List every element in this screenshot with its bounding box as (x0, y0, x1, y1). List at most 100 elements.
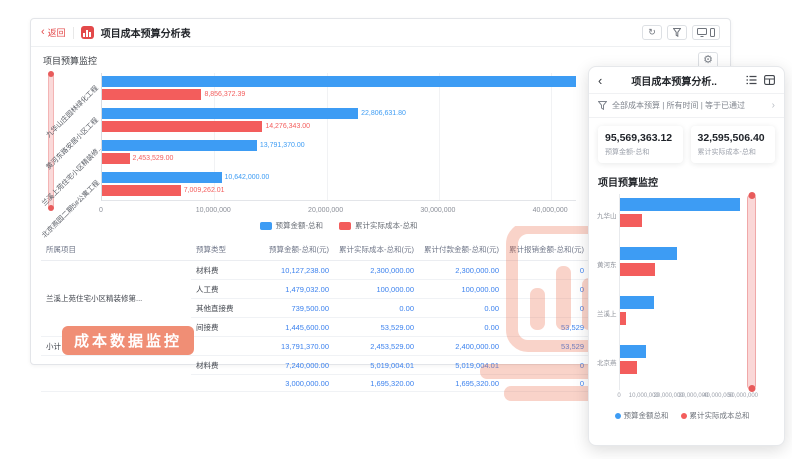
bar-group: 10,642,000.00 7,009,262.01 (102, 172, 576, 198)
budget-amount-cell: 7,240,000.00 (264, 355, 334, 375)
mobile-chart-legend: 预算金额总和 累计实际成本总和 (597, 410, 767, 421)
legend-label: 预算金额总和 (623, 411, 669, 420)
budget-type-cell (191, 336, 264, 356)
mobile-filter-text: 全部成本预算 | 所有时间 | 等于已通过 (612, 101, 746, 110)
budget-amount-cell: 1,445,600.00 (264, 317, 334, 337)
axis-tick-label: 30,000,000 (420, 207, 456, 214)
actual-cost-cell: 1,695,320.00 (334, 374, 419, 392)
budget-amount-cell: 739,500.00 (264, 298, 334, 318)
actual-cost-bar (620, 361, 638, 374)
cost-monitor-badge: 成本数据监控 (62, 326, 195, 355)
gear-icon: ⚙ (703, 54, 713, 66)
legend-swatch (259, 221, 272, 230)
toolbar: ↻ (642, 25, 720, 40)
legend-item[interactable]: 累计实际成本总和 (680, 410, 750, 421)
budget-type-cell: 人工费 (191, 279, 264, 299)
category-label: 北京燕.. (597, 360, 617, 367)
budget-bar (620, 198, 740, 211)
axis-tick-label: 40,000,000 (532, 207, 568, 214)
payment-amount-cell: 0.00 (419, 298, 504, 318)
axis-tick-label: 50,000,000 (727, 393, 759, 399)
actual-cost-cell: 2,300,000.00 (334, 260, 419, 280)
budget-amount-cell: 10,127,238.00 (264, 260, 334, 280)
budget-amount-cell: 13,791,370.00 (264, 336, 334, 356)
reimburse-amount-cell: 0 (504, 355, 589, 375)
column-header: 预算类型 (191, 239, 264, 261)
refresh-button[interactable]: ↻ (642, 25, 662, 40)
actual-cost-bar (102, 121, 263, 132)
axis-tick-label: 20,000,000 (308, 207, 344, 214)
back-arrow-icon: ‹ (41, 26, 45, 38)
budget-bar (620, 345, 647, 358)
filter-icon (673, 28, 681, 37)
stat-label: 预算金额-总和 (605, 149, 650, 156)
payment-amount-cell: 2,400,000.00 (419, 336, 504, 356)
legend-label: 预算金额-总和 (275, 221, 324, 230)
budget-type-cell (191, 374, 264, 392)
budget-bar (620, 296, 655, 309)
page-title: 项目成本预算分析表 (100, 29, 191, 40)
budget-type-cell: 间接费 (191, 317, 264, 337)
bar-group: 22,806,631.80 14,276,343.00 (102, 108, 576, 134)
chart-zoom-slider[interactable] (48, 73, 54, 209)
axis-tick-label: 0 (99, 207, 103, 214)
actual-cost-bar (102, 89, 202, 100)
back-label: 返回 (47, 28, 66, 38)
legend-item[interactable]: 预算金额总和 (614, 410, 669, 421)
axis-tick-label: 20,000,000 (653, 393, 684, 399)
mobile-section-title: 项目预算监控 (598, 178, 658, 189)
filter-button[interactable] (667, 25, 687, 40)
axis-tick-label: 40,000,000 (703, 393, 734, 399)
list-icon[interactable] (746, 75, 757, 85)
divider (72, 26, 74, 39)
mobile-zoom-slider[interactable] (747, 194, 756, 390)
bar-value-label: 10,642,000.00 (224, 174, 270, 181)
mobile-stats: 95,569,363.12 预算金额-总和 32,595,506.40 累计实际… (589, 118, 784, 169)
legend-label: 累计实际成本-总和 (355, 221, 418, 230)
stat-actual-total: 32,595,506.40 累计实际成本-总和 (690, 126, 775, 163)
chart-card-title: 项目预算监控 (43, 56, 98, 66)
payment-amount-cell: 0.00 (419, 317, 504, 337)
legend-dot (614, 412, 621, 419)
budget-bar (102, 172, 222, 183)
bar-value-label: 7,009,262.01 (183, 187, 225, 194)
actual-cost-bar (102, 153, 130, 164)
actual-cost-cell: 5,019,004.01 (334, 355, 419, 375)
mobile-back-icon[interactable]: ‹ (598, 72, 603, 88)
legend-dot (680, 412, 687, 419)
actual-cost-bar (102, 185, 181, 196)
mobile-title: 项目成本预算分析.. (631, 76, 717, 88)
bar-group (620, 296, 743, 328)
actual-cost-bar (620, 214, 642, 227)
axis-tick-label: 10,000,000 (628, 393, 659, 399)
grid-icon[interactable] (764, 75, 775, 85)
gridline (551, 73, 553, 200)
payment-amount-cell: 5,019,004.01 (419, 355, 504, 375)
payment-amount-cell: 1,695,320.00 (419, 374, 504, 392)
stat-label: 累计实际成本-总和 (697, 149, 756, 156)
mobile-chart-plot (619, 194, 743, 390)
project-cell: 兰溪上苑住宅小区精装修第... (41, 260, 191, 337)
monitor-icon (697, 28, 707, 37)
actual-cost-cell: 2,453,529.00 (334, 336, 419, 356)
budget-bar (102, 140, 257, 151)
device-preview-button[interactable] (692, 25, 720, 40)
legend-item[interactable]: 预算金额-总和 (259, 220, 324, 231)
category-label: 九华山.. (597, 213, 617, 220)
window-header: ‹ 返回 项目成本预算分析表 ↻ (31, 19, 730, 47)
axis-tick-label: 10,000,000 (195, 207, 231, 214)
back-button[interactable]: ‹ 返回 (41, 26, 66, 39)
actual-cost-cell: 0.00 (334, 298, 419, 318)
bar-value-label: 14,276,343.00 (265, 123, 311, 130)
reimburse-amount-cell: 53,529 (504, 336, 589, 356)
legend-item[interactable]: 累计实际成本-总和 (339, 220, 418, 231)
project-cell (41, 355, 191, 392)
stat-value: 95,569,363.12 (605, 132, 673, 144)
gridline (214, 73, 216, 200)
column-header: 累计实际成本-总和(元) (334, 239, 419, 261)
refresh-icon: ↻ (648, 27, 656, 37)
reimburse-amount-cell: 0 (504, 374, 589, 392)
mobile-filter-bar[interactable]: 全部成本预算 | 所有时间 | 等于已通过 › (589, 93, 784, 118)
reimburse-amount-cell: 0 (504, 260, 589, 280)
payment-amount-cell: 2,300,000.00 (419, 260, 504, 280)
